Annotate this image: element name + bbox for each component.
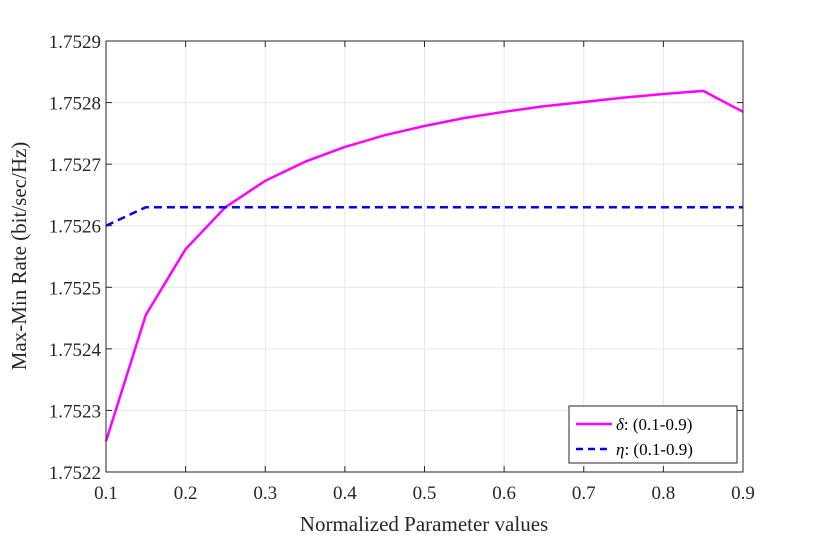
- y-tick-label: 1.7525: [49, 278, 101, 299]
- legend-symbol-eta: η: [616, 440, 624, 459]
- y-axis-title: Max-Min Rate (bit/sec/Hz): [7, 142, 31, 371]
- series-layer: [104, 89, 744, 442]
- y-tick-label: 1.7528: [49, 94, 101, 115]
- y-tick-label: 1.7523: [49, 401, 101, 422]
- y-tick-label: 1.7527: [49, 155, 101, 176]
- legend-label-delta: δ: (0.1-0.9): [616, 415, 692, 434]
- x-tick-label: 0.2: [174, 483, 198, 504]
- y-tick-label: 1.7522: [49, 463, 101, 484]
- legend: δ: (0.1-0.9) η: (0.1-0.9): [568, 405, 738, 464]
- x-axis-title: Normalized Parameter values: [300, 512, 548, 536]
- x-tick-label: 0.4: [333, 483, 357, 504]
- x-tick-label: 0.3: [253, 483, 277, 504]
- series-line-eta: [105, 205, 743, 227]
- legend-label-eta: η: (0.1-0.9): [616, 440, 693, 459]
- x-tick-label: 0.5: [413, 483, 437, 504]
- axis-ticks: [105, 40, 744, 473]
- series-line-delta: [104, 89, 744, 442]
- y-tick-label: 1.7526: [49, 217, 101, 238]
- legend-symbol-delta: δ: [616, 415, 625, 434]
- x-tick-label: 0.1: [94, 483, 118, 504]
- x-tick-label: 0.6: [492, 483, 516, 504]
- x-tick-label: 0.7: [572, 483, 596, 504]
- y-tick-label: 1.7524: [49, 340, 102, 361]
- x-tick-labels: 0.1 0.2 0.3 0.4 0.5 0.6 0.7 0.8 0.9: [94, 483, 755, 504]
- legend-range-eta: : (0.1-0.9): [624, 440, 692, 459]
- y-tick-labels: 1.7522 1.7523 1.7524 1.7525 1.7526 1.7527 1.75…: [49, 32, 102, 484]
- x-tick-label: 0.8: [652, 483, 676, 504]
- legend-range-delta: : (0.1-0.9): [624, 415, 692, 434]
- y-tick-label: 1.7529: [49, 32, 101, 53]
- legend-box: [568, 405, 738, 464]
- x-tick-label: 0.9: [731, 483, 755, 504]
